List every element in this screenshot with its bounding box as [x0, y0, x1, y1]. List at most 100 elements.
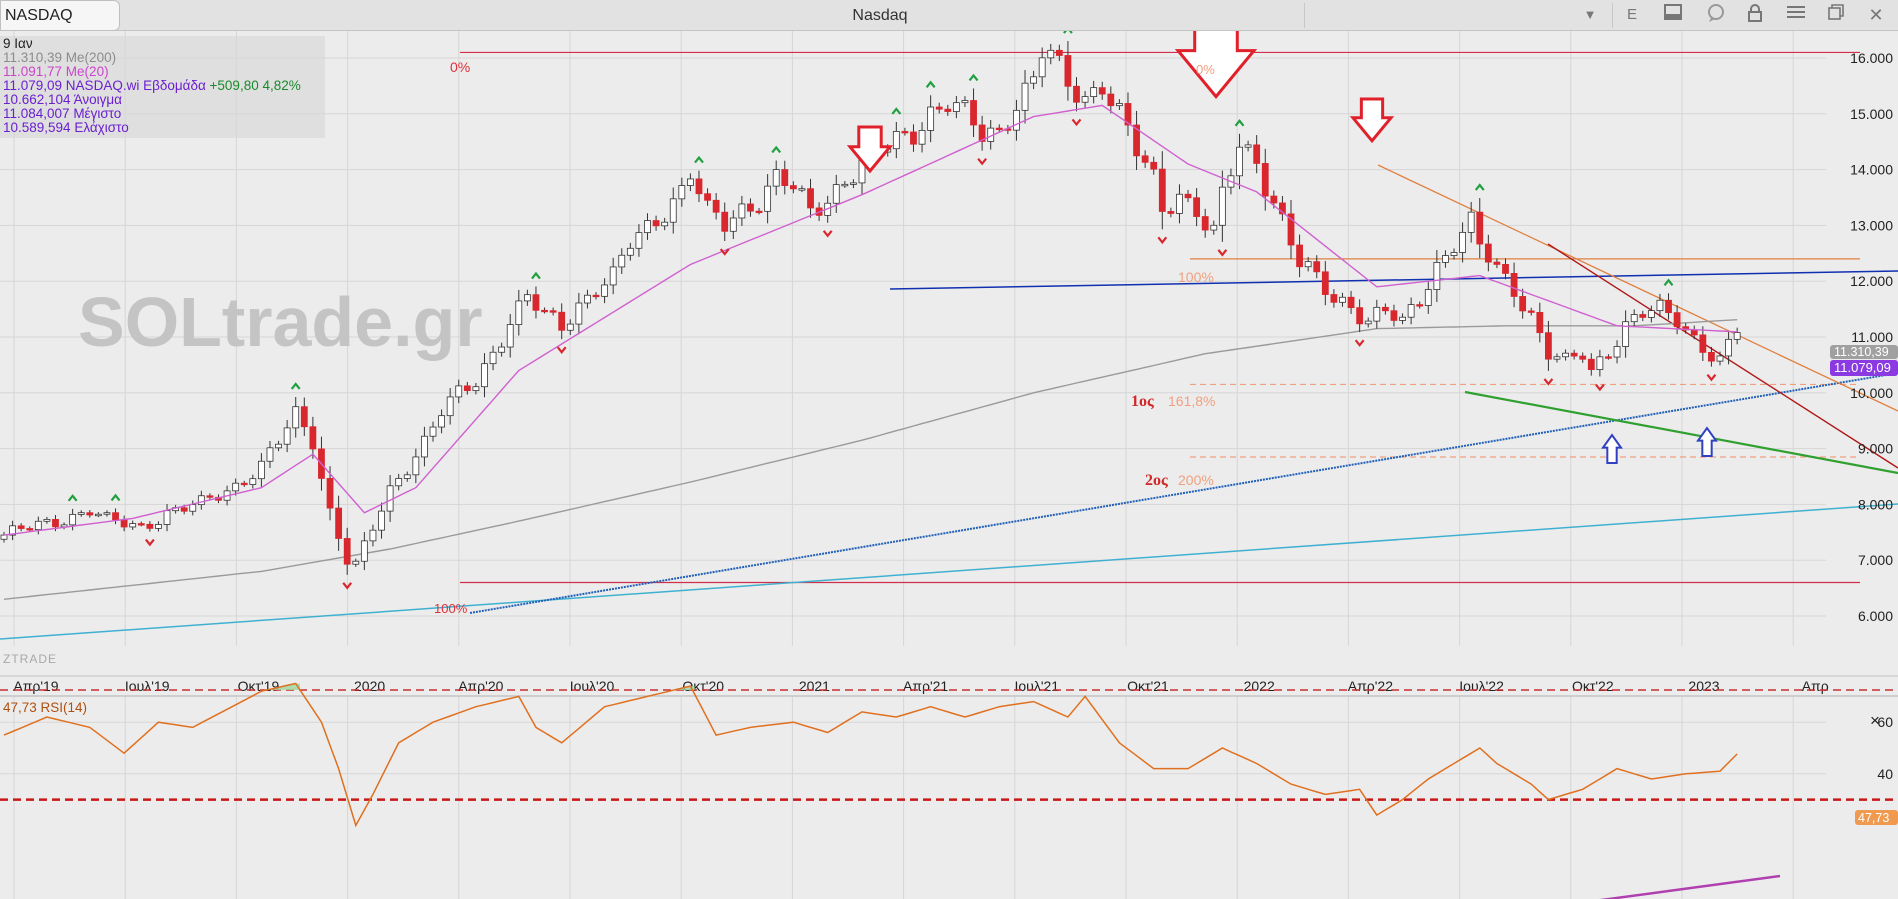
layout-icon[interactable] — [1661, 4, 1685, 26]
lock-icon[interactable] — [1743, 4, 1767, 26]
menu-icon[interactable] — [1784, 4, 1808, 26]
candle — [687, 178, 694, 186]
candle — [43, 518, 51, 522]
svg-text:47,73: 47,73 — [1858, 811, 1889, 825]
price-tick-label: 14.000 — [1850, 162, 1893, 178]
candle — [1330, 294, 1338, 303]
candle — [266, 447, 274, 462]
candle — [1639, 314, 1647, 318]
candle — [944, 108, 952, 112]
candle — [1013, 109, 1020, 131]
time-tick-label: Απρ'20 — [458, 678, 503, 694]
candle — [1064, 55, 1072, 87]
candle — [1193, 197, 1201, 217]
fractal-high-marker — [925, 80, 936, 88]
candle — [609, 266, 617, 286]
fractal-high-marker — [290, 382, 301, 390]
candle — [1133, 124, 1140, 157]
candle — [661, 221, 669, 227]
fractal-high-marker — [891, 107, 902, 115]
candle — [1424, 289, 1432, 306]
candle — [77, 512, 85, 515]
price-axis[interactable]: 6.000 7.000 8.000 9.000 10.000 11.000 12.000 13… — [1850, 50, 1893, 624]
candle — [137, 523, 145, 526]
candle — [1622, 321, 1630, 347]
candle — [146, 523, 154, 529]
price-tick-label: 13.000 — [1850, 217, 1893, 233]
chart-area[interactable]: SOLtrade.gr ZTRADE 0% 0% 100% 100% 1ος 1… — [0, 31, 1898, 899]
fractal-low-marker — [822, 230, 833, 238]
e-button[interactable]: E — [1626, 6, 1637, 23]
candle — [678, 185, 686, 200]
candle — [901, 131, 909, 134]
peak-arrow-2 — [1174, 31, 1258, 99]
candle — [575, 302, 583, 325]
candle — [1484, 243, 1492, 263]
candle — [549, 310, 557, 313]
candle — [644, 220, 651, 234]
rsi-close-icon[interactable]: × — [1870, 711, 1880, 730]
fractal-high-marker — [694, 155, 704, 164]
candle — [841, 183, 849, 187]
candle — [1390, 310, 1398, 321]
candle — [369, 529, 377, 542]
candle — [1381, 306, 1389, 312]
fractal-low-marker — [342, 582, 353, 590]
price-tick-label: 11.000 — [1851, 329, 1893, 345]
candle — [1090, 87, 1098, 98]
symbol-field[interactable]: NASDAQ — [0, 0, 120, 31]
time-axis[interactable]: Απρ'19 Ιουλ'19 Οκτ'19 2020 Απρ'20 Ιουλ'20 Οκτ'… — [0, 675, 1898, 694]
info-low: 10.589,594 Ελάχιστο — [3, 120, 129, 135]
candle — [1047, 49, 1055, 59]
level-labels: 0% 0% 100% 100% 1ος 161,8% 2ος 200% — [434, 59, 1215, 616]
candle — [1416, 304, 1424, 307]
candle — [1716, 355, 1724, 362]
candle — [1218, 186, 1226, 226]
price-tick-label: 16.000 — [1850, 50, 1893, 66]
candle — [1270, 195, 1278, 204]
time-tick-label: Οκτ'21 — [1127, 678, 1169, 694]
candle — [1433, 262, 1441, 290]
candle — [120, 519, 128, 528]
chat-icon[interactable] — [1704, 4, 1728, 26]
candle — [781, 169, 789, 186]
candle — [1253, 144, 1261, 164]
candle — [995, 127, 1003, 131]
candle — [34, 520, 42, 531]
fractals — [67, 31, 1717, 590]
fractal-high-marker — [67, 494, 78, 502]
candle — [523, 294, 531, 302]
target1-pct: 161,8% — [1168, 393, 1215, 409]
candle — [935, 106, 943, 110]
candle — [403, 474, 411, 479]
toolbar-separator — [1304, 3, 1305, 28]
price-tick-label: 7.000 — [1858, 552, 1893, 568]
restore-icon[interactable] — [1824, 4, 1848, 26]
candle — [360, 540, 368, 562]
candle — [206, 495, 214, 498]
candle — [618, 254, 626, 268]
candle — [463, 385, 471, 392]
time-tick-label: Οκτ'22 — [1572, 678, 1614, 694]
candle — [1261, 163, 1269, 197]
candle — [26, 528, 34, 531]
candle — [1527, 310, 1535, 313]
svg-text:11.079,09: 11.079,09 — [1834, 360, 1891, 375]
candle — [729, 217, 737, 232]
candle — [1150, 161, 1158, 170]
fib-0-top-label: 0% — [1196, 62, 1215, 77]
dropdown-chevron-icon[interactable]: ▼ — [1583, 7, 1597, 22]
candle — [1296, 244, 1303, 268]
close-icon[interactable]: ✕ — [1868, 5, 1884, 25]
time-tick-label: Ιουλ'22 — [1459, 678, 1504, 694]
candle — [807, 188, 814, 209]
info-close-label: 11.079,09 NASDAQ.wi Εβδομάδα — [3, 78, 206, 93]
candle — [584, 294, 591, 304]
candle — [1021, 82, 1029, 111]
candle — [1450, 252, 1458, 256]
time-tick-label: Απρ — [1802, 678, 1829, 694]
rsi-pane[interactable]: 47,73 RSI(14) × 60 40 47,73 — [0, 682, 1898, 899]
target2-pct: 200% — [1178, 472, 1214, 488]
candle — [927, 106, 935, 131]
candle — [532, 294, 540, 311]
